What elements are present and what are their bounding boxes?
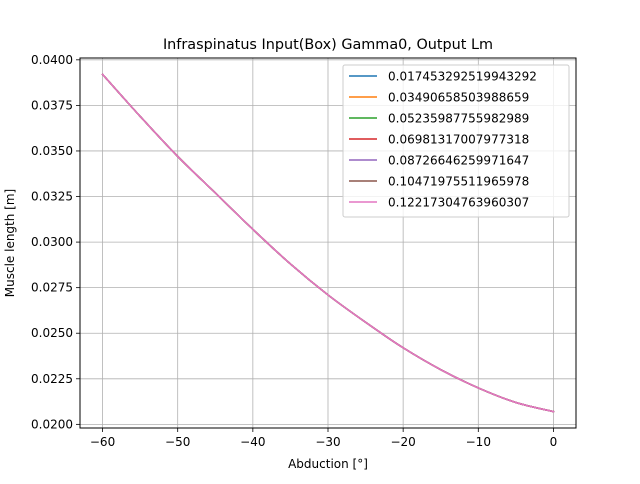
y-tick-label: 0.0275 xyxy=(31,281,73,295)
legend-label: 0.10471975511965978 xyxy=(388,175,529,189)
series-line-7 xyxy=(101,73,555,413)
series-layer xyxy=(101,73,555,413)
y-tick-label: 0.0350 xyxy=(31,144,73,158)
legend-label: 0.03490658503988659 xyxy=(388,91,529,105)
legend-label: 0.08726646259971647 xyxy=(388,154,529,168)
y-axis: 0.0200 0.0225 0.0250 0.0275 0.0300 0.0325 0.03… xyxy=(31,53,80,431)
x-tick-label: −50 xyxy=(165,435,190,449)
x-tick-label: −30 xyxy=(315,435,340,449)
x-tick-label: −20 xyxy=(390,435,415,449)
x-tick-label: −60 xyxy=(90,435,115,449)
x-axis-label: Abduction [°] xyxy=(288,457,368,471)
y-tick-label: 0.0200 xyxy=(31,417,73,431)
x-axis: −60 −50 −40 −30 −20 −10 0 xyxy=(90,428,557,449)
y-tick-label: 0.0325 xyxy=(31,190,73,204)
x-tick-label: 0 xyxy=(550,435,558,449)
legend-label: 0.05235987755982989 xyxy=(388,112,529,126)
legend-label: 0.017453292519943292 xyxy=(388,70,537,84)
legend-label: 0.12217304763960307 xyxy=(388,196,529,210)
y-tick-label: 0.0225 xyxy=(31,372,73,386)
y-tick-label: 0.0300 xyxy=(31,235,73,249)
chart-title: Infraspinatus Input(Box) Gamma0, Output … xyxy=(163,37,493,53)
y-axis-label: Muscle length [m] xyxy=(3,189,17,297)
x-tick-label: −40 xyxy=(240,435,265,449)
y-tick-label: 0.0250 xyxy=(31,326,73,340)
legend-box xyxy=(342,64,570,218)
legend: 0.017453292519943292 0.03490658503988659 0… xyxy=(342,64,570,218)
legend-label: 0.06981317007977318 xyxy=(388,133,529,147)
y-tick-label: 0.0375 xyxy=(31,98,73,112)
y-tick-label: 0.0400 xyxy=(31,53,73,67)
x-tick-label: −10 xyxy=(466,435,491,449)
